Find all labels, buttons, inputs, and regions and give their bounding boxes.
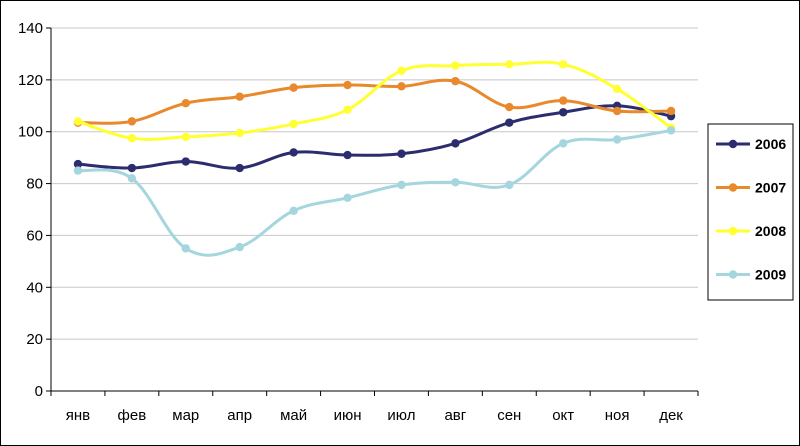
legend-item-2006: 2006 <box>716 136 786 152</box>
legend: 2006 2007 2008 2009 <box>707 123 794 301</box>
data-point-2007-авг <box>451 76 460 86</box>
legend-box <box>707 123 794 301</box>
data-point-2006-мар <box>181 157 190 166</box>
data-point-2006-июл <box>397 149 406 158</box>
data-point-2007-май <box>289 83 298 92</box>
legend-item-2008: 2008 <box>716 223 786 239</box>
x-tick-label: июл <box>387 407 415 424</box>
data-series <box>73 60 676 257</box>
legend-item-2007: 2007 <box>716 180 786 196</box>
data-point-2008-сен <box>505 60 514 69</box>
data-point-2009-дек <box>666 126 676 135</box>
data-point-2007-сен <box>505 102 514 112</box>
x-tick-label: ноя <box>605 407 630 424</box>
legend-swatch-marker <box>728 226 738 236</box>
data-point-2006-апр <box>235 163 244 173</box>
data-point-2008-окт <box>559 60 568 69</box>
data-point-2009-янв <box>73 166 83 175</box>
data-point-2008-июл <box>397 66 406 75</box>
data-point-2009-июн <box>343 193 352 203</box>
series-2008 <box>73 60 676 143</box>
axes <box>46 27 699 396</box>
y-axis-tick-labels: 0 20 40 60 80 100 120 140 <box>18 20 43 400</box>
series-line-2008 <box>76 60 673 141</box>
data-point-2007-июн <box>343 80 352 90</box>
data-point-2008-апр <box>235 128 244 138</box>
x-tick-label: фев <box>118 407 147 424</box>
series-2009 <box>73 126 676 257</box>
data-point-2007-ноя <box>612 106 622 116</box>
data-point-2006-янв <box>73 159 83 169</box>
legend-label: 2009 <box>755 267 786 283</box>
data-point-2008-мар <box>181 132 190 142</box>
data-point-2007-дек <box>666 106 676 116</box>
grid-lines <box>51 27 698 340</box>
data-point-2009-июл <box>397 180 406 190</box>
data-point-2007-окт <box>559 96 568 105</box>
x-tick-label: апр <box>227 407 252 424</box>
series-line-2009 <box>76 128 673 257</box>
data-point-2009-апр <box>235 242 244 252</box>
data-point-2008-фев <box>127 133 137 143</box>
data-point-2008-янв <box>73 117 83 126</box>
data-point-2006-окт <box>559 108 568 117</box>
x-tick-label: сен <box>497 407 521 424</box>
data-point-2008-авг <box>451 61 460 70</box>
legend-label: 2007 <box>755 180 786 196</box>
series-line-2007 <box>76 78 673 125</box>
legend-swatch-marker <box>728 183 738 192</box>
y-tick-label: 20 <box>26 331 43 348</box>
data-point-2007-июл <box>397 82 406 91</box>
x-tick-label: дек <box>659 407 683 424</box>
data-point-2008-июн <box>343 105 352 114</box>
x-tick-label: авг <box>444 407 466 424</box>
x-tick-label: янв <box>66 407 90 424</box>
data-point-2008-ноя <box>612 84 622 94</box>
y-tick-label: 120 <box>18 72 43 89</box>
data-point-2008-май <box>289 119 298 129</box>
legend-swatch-marker <box>728 270 738 279</box>
legend-label: 2006 <box>755 136 786 152</box>
y-tick-label: 80 <box>26 176 43 193</box>
x-tick-label: май <box>280 407 307 424</box>
data-point-2009-фев <box>127 174 137 183</box>
data-point-2009-авг <box>451 178 460 187</box>
data-point-2009-окт <box>559 139 568 148</box>
series-line-2006 <box>76 104 673 170</box>
y-tick-label: 0 <box>35 383 43 400</box>
x-tick-label: окт <box>552 407 574 424</box>
legend-swatch-marker <box>728 139 738 149</box>
legend-label: 2008 <box>755 223 786 239</box>
y-tick-label: 40 <box>26 279 43 296</box>
data-point-2007-фев <box>127 117 137 126</box>
legend-item-2009: 2009 <box>716 267 786 283</box>
series-2006 <box>73 101 676 173</box>
data-point-2009-мар <box>181 244 190 253</box>
data-point-2007-мар <box>181 98 190 108</box>
data-point-2007-апр <box>235 92 244 101</box>
data-point-2006-сен <box>505 118 514 127</box>
data-point-2006-июн <box>343 150 352 160</box>
data-point-2006-фев <box>127 163 137 173</box>
y-tick-label: 140 <box>18 20 43 37</box>
y-tick-label: 100 <box>18 124 43 141</box>
data-point-2009-ноя <box>612 135 622 144</box>
x-tick-label: июн <box>334 407 362 424</box>
data-point-2006-май <box>289 148 298 157</box>
data-point-2009-май <box>289 206 298 215</box>
data-point-2009-сен <box>505 180 514 190</box>
data-point-2006-авг <box>451 139 460 148</box>
x-tick-label: мар <box>172 407 199 424</box>
x-axis-tick-labels: янв фев мар апр май июн июл авг сен окт ноя дек <box>66 407 684 424</box>
y-tick-label: 60 <box>26 227 43 244</box>
series-2007 <box>73 76 676 127</box>
